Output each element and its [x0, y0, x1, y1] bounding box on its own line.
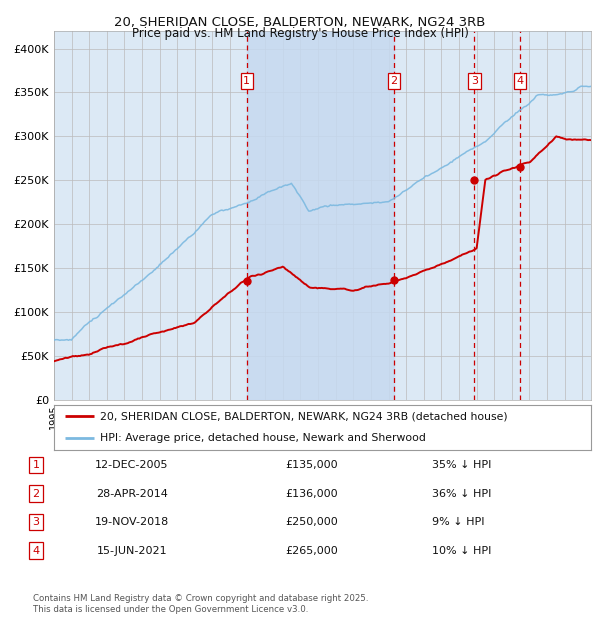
Text: 1: 1	[32, 460, 40, 470]
Text: £250,000: £250,000	[286, 517, 338, 527]
Text: 15-JUN-2021: 15-JUN-2021	[97, 546, 167, 556]
Text: 35% ↓ HPI: 35% ↓ HPI	[432, 460, 491, 470]
Text: 1: 1	[243, 76, 250, 86]
Text: 20, SHERIDAN CLOSE, BALDERTON, NEWARK, NG24 3RB: 20, SHERIDAN CLOSE, BALDERTON, NEWARK, N…	[115, 16, 485, 29]
Text: 2: 2	[32, 489, 40, 498]
Text: 10% ↓ HPI: 10% ↓ HPI	[432, 546, 491, 556]
Text: 36% ↓ HPI: 36% ↓ HPI	[432, 489, 491, 498]
Bar	[247, 31, 394, 400]
Text: 19-NOV-2018: 19-NOV-2018	[95, 517, 169, 527]
Text: This data is licensed under the Open Government Licence v3.0.: This data is licensed under the Open Gov…	[33, 604, 308, 614]
Text: 2: 2	[391, 76, 398, 86]
Text: 3: 3	[471, 76, 478, 86]
Text: 28-APR-2014: 28-APR-2014	[96, 489, 168, 498]
Text: Price paid vs. HM Land Registry's House Price Index (HPI): Price paid vs. HM Land Registry's House …	[131, 27, 469, 40]
Text: £135,000: £135,000	[286, 460, 338, 470]
Text: Contains HM Land Registry data © Crown copyright and database right 2025.: Contains HM Land Registry data © Crown c…	[33, 594, 368, 603]
Text: 20, SHERIDAN CLOSE, BALDERTON, NEWARK, NG24 3RB (detached house): 20, SHERIDAN CLOSE, BALDERTON, NEWARK, N…	[100, 412, 507, 422]
Text: 12-DEC-2005: 12-DEC-2005	[95, 460, 169, 470]
Text: 3: 3	[32, 517, 40, 527]
Text: 4: 4	[32, 546, 40, 556]
Text: 9% ↓ HPI: 9% ↓ HPI	[432, 517, 485, 527]
Text: HPI: Average price, detached house, Newark and Sherwood: HPI: Average price, detached house, Newa…	[100, 433, 425, 443]
Text: £136,000: £136,000	[286, 489, 338, 498]
Text: £265,000: £265,000	[286, 546, 338, 556]
Text: 4: 4	[517, 76, 523, 86]
